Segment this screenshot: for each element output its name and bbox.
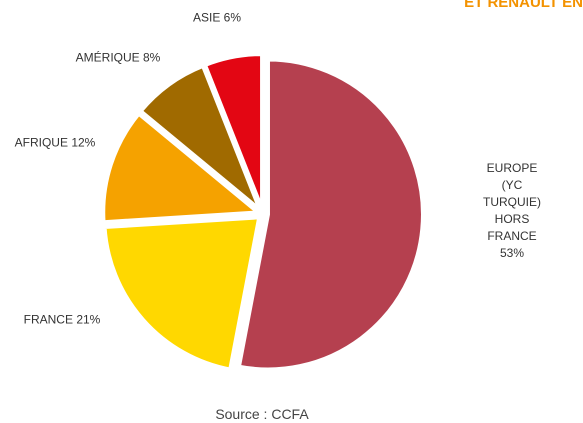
- pie-slice: [137, 63, 262, 212]
- slice-category: ASIE: [192, 10, 221, 25]
- pie-slice: [102, 215, 262, 372]
- slice-label: EUROPE (YC TURQUIE) HORS FRANCE 53%: [477, 160, 548, 262]
- slice-value: 8%: [143, 50, 161, 65]
- slice-category: AMÉRIQUE: [75, 50, 140, 65]
- slice-label: FRANCE 21%: [24, 312, 101, 329]
- slice-value: 53%: [499, 246, 525, 260]
- slice-value: 6%: [223, 10, 242, 25]
- slice-value: 12%: [71, 135, 96, 150]
- slice-category: EUROPE (YC TURQUIE) HORS FRANCE: [483, 161, 541, 243]
- source-note: Source : CCFA: [215, 406, 309, 422]
- slice-label: AMÉRIQUE 8%: [76, 50, 161, 67]
- slice-category: FRANCE: [23, 312, 73, 327]
- slice-category: AFRIQUE: [14, 135, 68, 150]
- pie-slice: [101, 110, 264, 225]
- slice-value: 21%: [76, 312, 101, 327]
- slice-label: ASIE 6%: [193, 10, 241, 27]
- chart-title: ET RENAULT EN: [464, 0, 583, 11]
- slice-label: AFRIQUE 12%: [15, 135, 96, 152]
- pie-slice: [236, 57, 425, 372]
- pie-slice: [202, 52, 265, 210]
